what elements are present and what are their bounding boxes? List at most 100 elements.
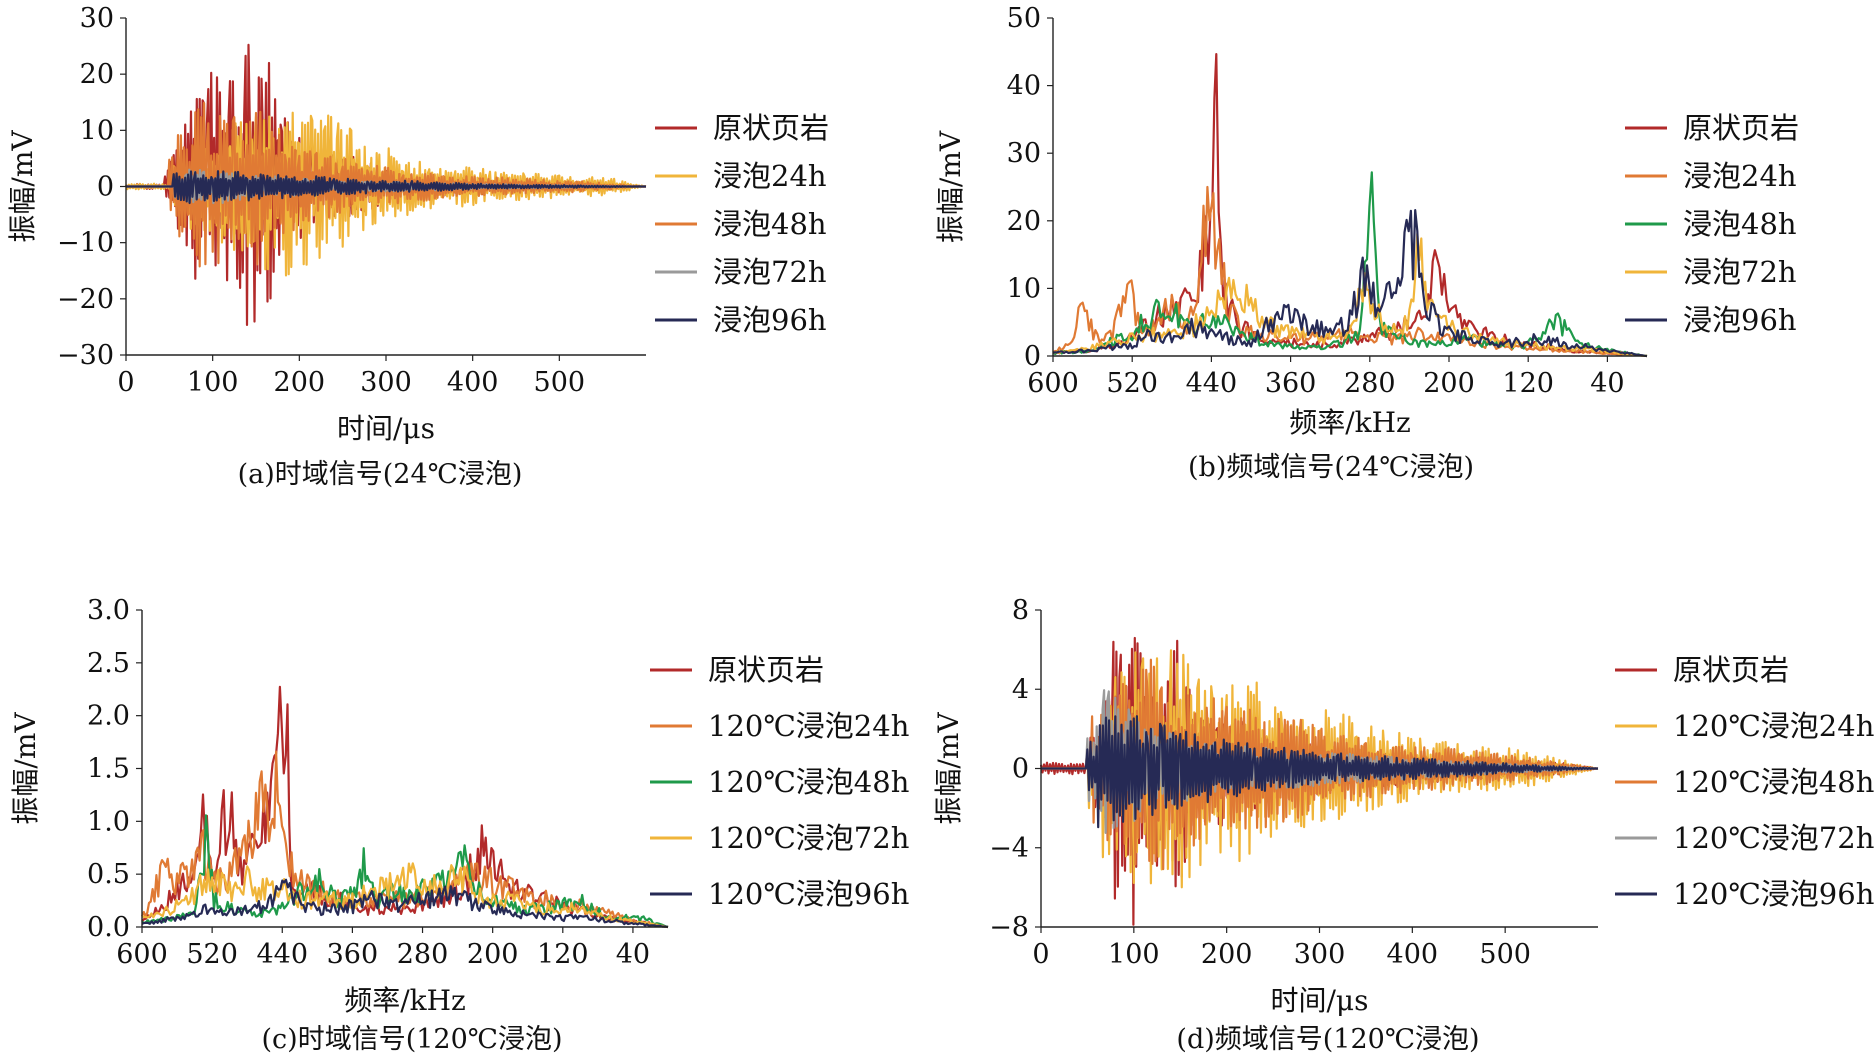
x-axis-label-a: 时间/μs: [337, 412, 435, 445]
y-tick-label-d: −4: [989, 833, 1029, 864]
legend-label: 120℃浸泡72h: [1673, 821, 1874, 855]
chart-panel-d: −8 −4 0 4 8 0 100 200 300 400 500 时间/μs 振幅/mV 原状页岩 120…: [932, 595, 1874, 1055]
legend-label: 120℃浸泡48h: [1673, 765, 1874, 799]
y-tick-label-c: 0.5: [87, 859, 130, 890]
y-tick-label-a: 10: [80, 115, 114, 146]
x-tick-label-c: 600: [116, 939, 168, 970]
y-tick-label-b: 0: [1024, 341, 1041, 372]
legend-d: 原状页岩 120℃浸泡24h 120℃浸泡48h 120℃浸泡72h 120℃浸泡96h: [1615, 653, 1874, 911]
legend-label: 120℃浸泡96h: [1673, 877, 1874, 911]
series-line-a-4: [126, 170, 646, 205]
series-line-b-4: [1052, 209, 1648, 358]
series-line-c-2: [141, 814, 669, 929]
y-tick-label-c: 2.5: [87, 648, 130, 679]
x-axis-label-d: 时间/μs: [1270, 984, 1368, 1017]
y-tick-label-b: 20: [1007, 206, 1041, 237]
x-tick-label-d: 400: [1387, 939, 1439, 970]
legend-label: 浸泡24h: [713, 159, 827, 193]
y-tick-label-a: −10: [57, 228, 114, 259]
series-line-c-3: [141, 862, 669, 929]
series-line-b-2: [1052, 171, 1648, 358]
x-tick-label-c: 120: [537, 939, 589, 970]
legend-label: 120℃浸泡48h: [708, 765, 909, 799]
y-tick-label-c: 0.0: [87, 912, 130, 943]
x-tick-label-d: 500: [1479, 939, 1531, 970]
panel-caption-a: (a)时域信号(24℃浸泡): [238, 459, 523, 490]
legend-label: 浸泡72h: [1683, 255, 1797, 289]
y-axis-label-d: 振幅/mV: [932, 712, 965, 825]
series-line-d-4: [1041, 715, 1599, 829]
panel-caption-c: (c)时域信号(120℃浸泡): [262, 1024, 563, 1055]
y-axis-label-b: 振幅/mV: [934, 130, 967, 243]
x-tick-label-d: 0: [1032, 939, 1049, 970]
y-axis-label-c: 振幅/mV: [9, 712, 42, 825]
series-line-b-3: [1053, 232, 1648, 358]
legend-label: 浸泡24h: [1683, 159, 1797, 193]
y-tick-label-b: 10: [1007, 273, 1041, 304]
legend-label: 浸泡48h: [713, 207, 827, 241]
y-tick-label-d: 8: [1012, 595, 1029, 626]
y-tick-label-b: 50: [1007, 3, 1041, 34]
legend-label: 120℃浸泡72h: [708, 821, 909, 855]
legend-label: 原状页岩: [713, 111, 829, 145]
y-tick-label-b: 40: [1007, 71, 1041, 102]
legend-label: 原状页岩: [708, 653, 824, 687]
legend-label: 原状页岩: [1683, 111, 1799, 145]
legend-label: 120℃浸泡96h: [708, 877, 909, 911]
chart-panel-b: 0 10 20 30 40 50 600 520 440 360 280 200 120 40 频率/kHz…: [934, 3, 1799, 483]
x-tick-label-a: 500: [534, 367, 586, 398]
legend-label: 原状页岩: [1673, 653, 1789, 687]
legend-label: 浸泡48h: [1683, 207, 1797, 241]
x-tick-label-d: 300: [1294, 939, 1346, 970]
legend-label: 浸泡72h: [713, 255, 827, 289]
y-tick-label-b: 30: [1007, 138, 1041, 169]
x-tick-label-a: 100: [187, 367, 239, 398]
x-tick-label-b: 40: [1590, 368, 1624, 399]
x-tick-label-b: 120: [1502, 368, 1554, 399]
legend-label: 120℃浸泡24h: [708, 709, 909, 743]
x-axis-label-c: 频率/kHz: [344, 984, 466, 1017]
y-tick-label-d: 4: [1012, 674, 1029, 705]
chart-panel-c: 0.0 0.5 1.0 1.5 2.0 2.5 3.0 600 520 440 360 280 200 1…: [9, 595, 909, 1055]
x-tick-label-c: 40: [616, 939, 650, 970]
legend-label: 120℃浸泡24h: [1673, 709, 1874, 743]
panel-caption-b: (b)频域信号(24℃浸泡): [1188, 452, 1474, 483]
y-tick-label-a: −20: [57, 284, 114, 315]
y-tick-label-c: 1.0: [87, 806, 130, 837]
x-tick-label-b: 280: [1344, 368, 1396, 399]
legend-c: 原状页岩 120℃浸泡24h 120℃浸泡48h 120℃浸泡72h 120℃浸泡96h: [650, 653, 909, 911]
x-tick-label-a: 300: [360, 367, 412, 398]
y-tick-label-a: 20: [80, 59, 114, 90]
x-tick-label-a: 400: [447, 367, 499, 398]
y-tick-label-d: −8: [989, 912, 1029, 943]
x-tick-label-a: 200: [274, 367, 326, 398]
panel-caption-d: (d)频域信号(120℃浸泡): [1176, 1024, 1479, 1055]
x-tick-label-d: 100: [1108, 939, 1160, 970]
x-tick-label-c: 520: [186, 939, 238, 970]
legend-label: 浸泡96h: [1683, 303, 1797, 337]
legend-label: 浸泡96h: [713, 303, 827, 337]
y-tick-label-d: 0: [1012, 754, 1029, 785]
series-line-c-4: [141, 878, 669, 929]
x-tick-label-d: 200: [1201, 939, 1253, 970]
x-tick-label-b: 600: [1027, 368, 1079, 399]
y-tick-label-c: 1.5: [87, 754, 130, 785]
x-tick-label-b: 200: [1423, 368, 1475, 399]
x-tick-label-c: 280: [397, 939, 449, 970]
y-tick-label-a: −30: [57, 340, 114, 371]
x-axis-label-b: 频率/kHz: [1289, 406, 1411, 439]
x-tick-label-b: 440: [1186, 368, 1238, 399]
y-tick-label-a: 0: [97, 172, 114, 203]
x-tick-label-a: 0: [117, 367, 134, 398]
x-tick-label-b: 360: [1265, 368, 1317, 399]
y-axis-label-a: 振幅/mV: [6, 130, 39, 243]
y-tick-label-c: 3.0: [87, 595, 130, 626]
x-tick-label-c: 360: [327, 939, 379, 970]
x-tick-label-c: 200: [467, 939, 519, 970]
x-tick-label-c: 440: [256, 939, 308, 970]
y-tick-label-a: 30: [80, 3, 114, 34]
